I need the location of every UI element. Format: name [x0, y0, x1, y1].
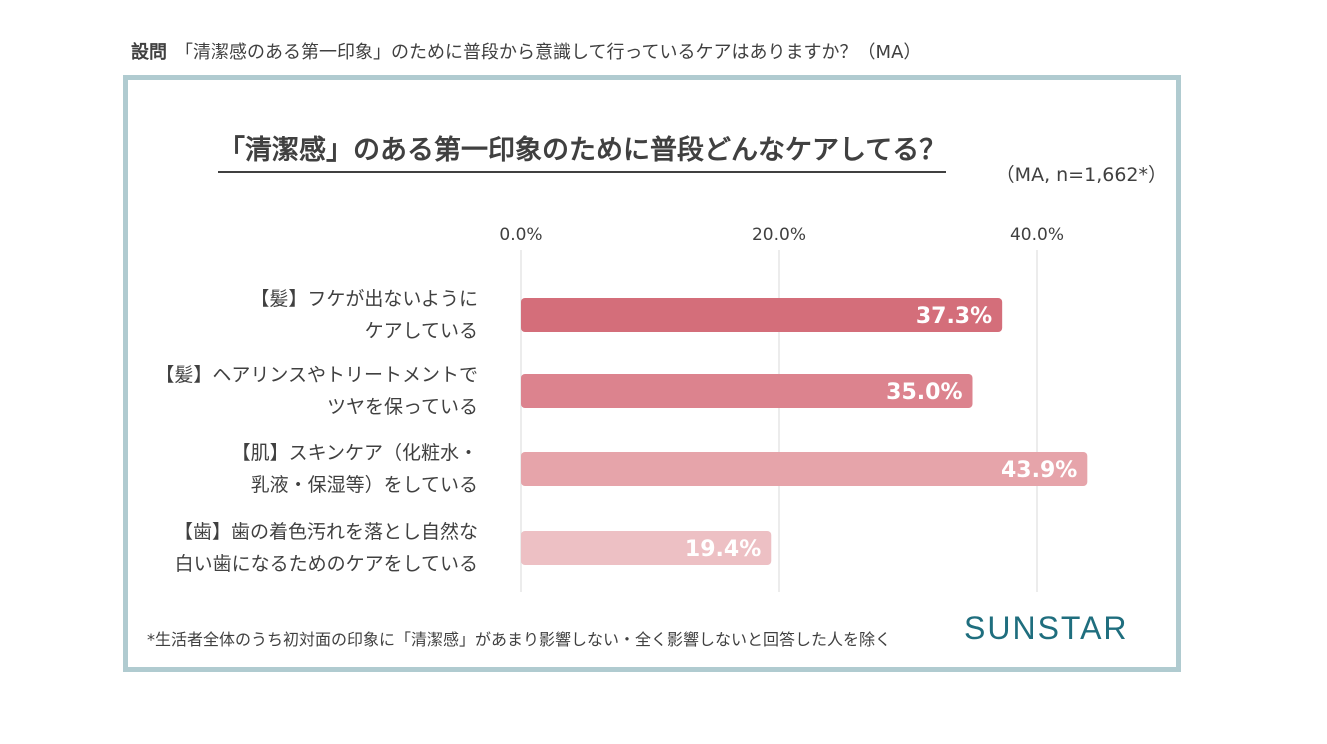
- category-label-line: ツヤを保っている: [326, 396, 478, 418]
- category-label-3: 【肌】スキンケア（化粧水・乳液・保湿等）をしている: [138, 437, 478, 501]
- bar-3: [521, 452, 1088, 486]
- category-label-line: ケアしている: [364, 320, 478, 342]
- category-label-2: 【髪】ヘアリンスやトリートメントでツヤを保っている: [138, 359, 478, 423]
- x-tick-label: 20.0%: [752, 225, 806, 245]
- data-label-2: 35.0%: [886, 380, 962, 405]
- category-label-line: 【髪】ヘアリンスやトリートメントで: [155, 364, 478, 386]
- question-line: 設問 「清潔感のある第一印象」のために普段から意識して行っているケアはありますか？…: [131, 38, 921, 64]
- category-label-1: 【髪】フケが出ないようにケアしている: [138, 283, 478, 347]
- chart-title: 「清潔感」のある第一印象のために普段どんなケアしてる？: [218, 128, 947, 173]
- category-label-line: 乳液・保湿等）をしている: [250, 474, 478, 496]
- category-label-line: 白い歯になるためのケアをしている: [174, 553, 478, 575]
- bar-1: [521, 298, 1003, 332]
- chart-frame: [123, 75, 1181, 672]
- data-label-1: 37.3%: [916, 304, 992, 329]
- bar-2: [521, 374, 973, 408]
- x-tick-label: 40.0%: [1010, 225, 1064, 245]
- sunstar-logo: SUNSTAR: [964, 610, 1129, 646]
- question-text: 「清潔感のある第一印象」のために普段から意識して行っているケアはありますか？（M…: [175, 42, 922, 63]
- question-label: 設問: [131, 42, 167, 63]
- data-label-4: 19.4%: [685, 537, 761, 562]
- category-label-4: 【歯】歯の着色汚れを落とし自然な 白い歯になるためのケアをしている: [138, 516, 478, 580]
- x-tick-label: 0.0%: [499, 225, 542, 245]
- footnote: *生活者全体のうち初対面の印象に「清潔感」があまり影響しない・全く影響しないと回…: [147, 630, 892, 649]
- category-label-line: 【肌】スキンケア（化粧水・: [231, 442, 478, 464]
- category-label-line: 【歯】歯の着色汚れを落とし自然な: [173, 521, 478, 543]
- category-label-line: 【髪】フケが出ないように: [250, 288, 478, 310]
- bar-4: [521, 531, 772, 565]
- data-label-3: 43.9%: [1001, 458, 1077, 483]
- chart-subtitle: （MA, n=1,662*）: [995, 164, 1167, 186]
